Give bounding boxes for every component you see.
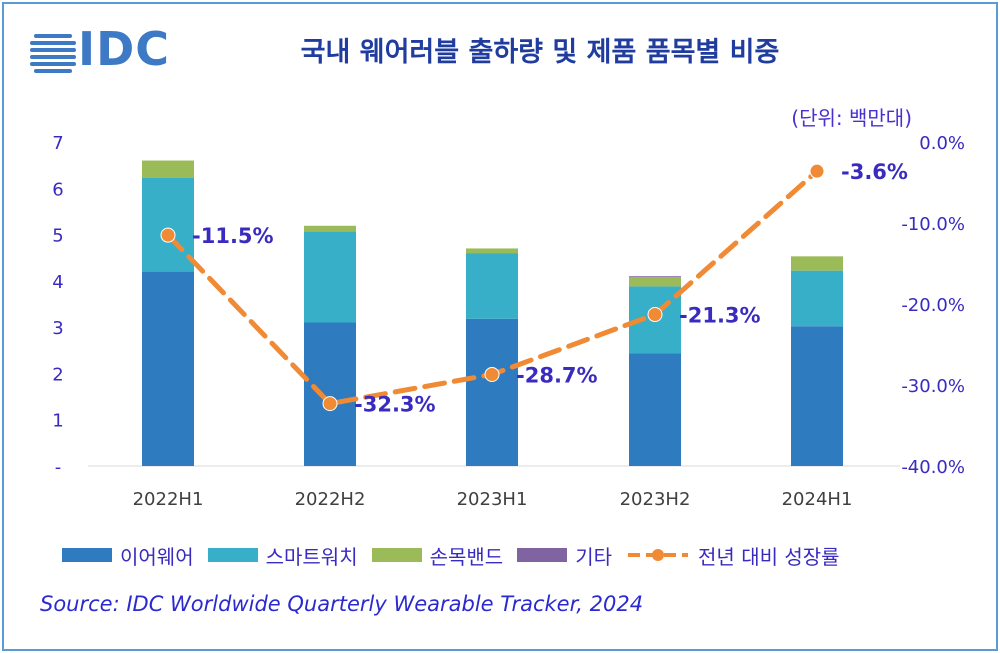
left-tick-label: 6: [52, 179, 63, 200]
left-tick-label: 2: [52, 364, 63, 385]
legend-label: 이어웨어: [120, 544, 194, 569]
chart-title: 국내 웨어러블 출하량 및 제품 품목별 비중: [300, 37, 780, 68]
bar-segment: [142, 177, 194, 272]
legend-swatch: [62, 548, 112, 562]
idc-logo-icon: [30, 34, 76, 73]
bar-segment: [142, 271, 194, 466]
bar-segment: [629, 276, 681, 278]
x-tick-label: 2023H2: [620, 489, 691, 510]
legend-item-growth: 전년 대비 성장률: [626, 541, 840, 570]
legend: 이어웨어 스마트워치 손목밴드 기타 전년 대비 성장률: [62, 540, 840, 570]
right-tick-label: -40.0%: [901, 457, 965, 478]
legend-swatch: [371, 548, 422, 562]
right-tick-label: -10.0%: [901, 214, 965, 235]
legend-label: 기타: [575, 544, 613, 569]
bar-segment: [629, 277, 681, 287]
legend-swatch: [517, 548, 568, 562]
x-tick-label: 2024H1: [782, 489, 853, 510]
growth-data-label: -32.3%: [354, 393, 436, 417]
bar-segment: [142, 160, 194, 178]
left-tick-label: 7: [52, 133, 63, 154]
right-tick-label: -30.0%: [901, 376, 965, 397]
bar-segment: [791, 326, 843, 466]
growth-point: [809, 163, 825, 179]
x-tick-label: 2023H1: [457, 489, 528, 510]
legend-item-wristband: 손목밴드: [371, 541, 504, 570]
left-tick-label: 3: [52, 318, 63, 339]
x-tick-label: 2022H1: [133, 489, 204, 510]
growth-point: [160, 227, 176, 243]
growth-point: [647, 307, 663, 323]
right-axis: -40.0% -30.0% -20.0% -10.0% 0.0%: [901, 133, 965, 478]
bar-segment: [791, 256, 843, 271]
bar-segment: [466, 318, 518, 466]
source-note: Source: IDC Worldwide Quarterly Wearable…: [40, 592, 644, 616]
growth-data-label: -11.5%: [192, 224, 274, 248]
legend-label: 스마트워치: [265, 544, 358, 569]
legend-line-marker-icon: [628, 549, 689, 561]
x-axis-labels: 2022H1 2022H2 2023H1 2023H2 2024H1: [133, 489, 853, 510]
bar-segment: [304, 322, 356, 466]
bar-segment: [304, 231, 356, 323]
legend-item-smartwatch: 스마트워치: [207, 541, 358, 570]
growth-data-label: -21.3%: [679, 304, 761, 328]
left-tick-label: 5: [52, 226, 63, 247]
bar-segment: [791, 270, 843, 327]
growth-point: [322, 396, 338, 412]
legend-item-other: 기타: [517, 541, 612, 570]
growth-data-label: -28.7%: [516, 363, 598, 387]
logo-text: IDC: [78, 22, 171, 76]
bar-segment: [304, 225, 356, 232]
left-tick-label: 1: [52, 411, 63, 432]
right-tick-label: 0.0%: [919, 133, 965, 154]
legend-label: 손목밴드: [429, 544, 504, 569]
x-tick-label: 2022H2: [295, 489, 366, 510]
left-tick-label: 4: [52, 272, 63, 293]
unit-label: (단위: 백만대): [791, 106, 912, 130]
legend-item-earwear: 이어웨어: [62, 541, 194, 570]
right-tick-label: -20.0%: [901, 295, 965, 316]
growth-point: [484, 366, 500, 382]
bar-segment: [466, 248, 518, 254]
left-tick-label: -: [55, 457, 62, 478]
legend-swatch: [207, 548, 258, 562]
legend-label: 전년 대비 성장률: [698, 544, 840, 569]
growth-line: -11.5% -32.3% -28.7% -21.3% -3.6%: [160, 160, 908, 417]
growth-data-label: -3.6%: [841, 160, 908, 184]
bar-segment: [629, 353, 681, 466]
bar-segment: [466, 253, 518, 319]
